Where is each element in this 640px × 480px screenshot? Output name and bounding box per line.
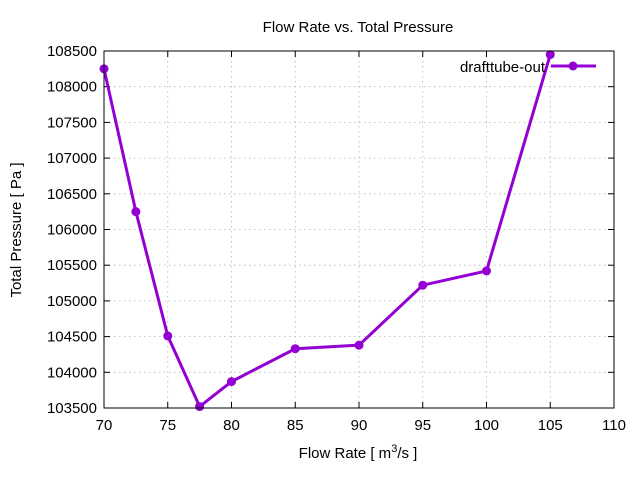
x-axis-label: Flow Rate [ m3/s ] [299, 443, 418, 462]
data-point-8 [482, 266, 491, 276]
y-tick-label-9: 108000 [47, 79, 97, 96]
data-point-1 [131, 207, 141, 217]
y-tick-label-6: 106500 [47, 186, 97, 203]
data-point-5 [290, 344, 300, 354]
series-drafttube-out [99, 50, 555, 412]
y-axis-label: Total Pressure [ Pa ] [8, 162, 25, 297]
y-tick-label-7: 107000 [47, 150, 97, 167]
x-axis-label-tail: /s ] [397, 445, 417, 462]
plot-frame [103, 50, 615, 409]
y-tick-label-2: 104500 [47, 329, 97, 346]
data-point-2 [163, 331, 173, 341]
x-tick-label-1: 75 [159, 417, 176, 434]
y-tick-label-4: 105500 [47, 257, 97, 274]
y-tick-label-8: 107500 [47, 114, 97, 131]
axes: 70 75 80 85 90 95 100 105 110 103500 104000 104500 1… [47, 43, 626, 434]
chart-title: Flow Rate vs. Total Pressure [263, 19, 454, 36]
x-tick-label-8: 110 [602, 417, 626, 434]
series-line-0 [102, 54, 552, 409]
data-point-4 [227, 377, 236, 387]
y-tick-label-1: 104000 [47, 364, 97, 381]
x-tick-label-0: 70 [96, 417, 113, 434]
data-point-6 [354, 340, 364, 350]
grid-lines [104, 51, 614, 408]
y-tick-label-10: 108500 [47, 43, 97, 60]
x-tick-label-7: 105 [538, 417, 563, 434]
y-tick-label-0: 103500 [47, 400, 97, 417]
legend-label: drafttube-out [460, 59, 546, 76]
data-point-9 [545, 50, 555, 60]
x-tick-label-5: 95 [414, 417, 431, 434]
legend: drafttube-out [460, 59, 596, 76]
data-point-7 [418, 280, 428, 290]
x-tick-label-6: 100 [474, 417, 499, 434]
legend-marker-sample [568, 61, 578, 71]
x-tick-label-3: 85 [287, 417, 304, 434]
y-tick-label-5: 106000 [47, 222, 97, 239]
y-tick-label-3: 105000 [47, 293, 97, 310]
x-axis-label-main: Flow Rate [ m [299, 445, 392, 462]
x-axis-label-superscript: 3 [391, 443, 397, 455]
data-point-3 [195, 402, 205, 412]
x-tick-label-2: 80 [223, 417, 240, 434]
x-tick-label-4: 90 [351, 417, 368, 434]
